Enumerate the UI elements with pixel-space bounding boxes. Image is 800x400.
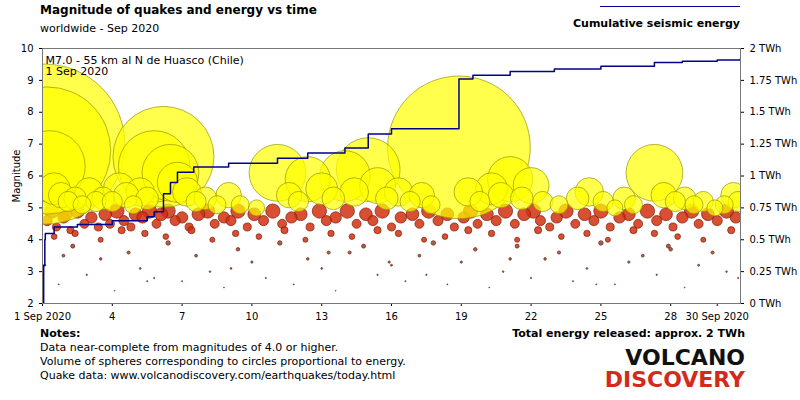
html-text:Cumulative seismic energy: Cumulative seismic energy bbox=[573, 17, 740, 30]
svg-text:1 TWh: 1 TWh bbox=[750, 170, 782, 181]
html-text:Data near-complete from magnit: Data near-complete from magnitudes of 4.… bbox=[40, 341, 339, 354]
svg-text:7: 7 bbox=[179, 311, 185, 322]
svg-text:4: 4 bbox=[27, 234, 33, 245]
svg-text:22: 22 bbox=[525, 311, 538, 322]
svg-text:1.75 TWh: 1.75 TWh bbox=[750, 75, 798, 86]
html-text:Notes:: Notes: bbox=[40, 327, 81, 340]
svg-text:13: 13 bbox=[315, 311, 328, 322]
html-text:Magnitude of quakes and energy: Magnitude of quakes and energy vs time bbox=[40, 3, 317, 17]
svg-text:Magnitude: Magnitude bbox=[11, 150, 22, 203]
svg-text:1.25 TWh: 1.25 TWh bbox=[750, 138, 798, 149]
html-text:Total energy released: approx.: Total energy released: approx. 2 TWh bbox=[512, 327, 745, 340]
svg-text:0.5 TWh: 0.5 TWh bbox=[750, 234, 791, 245]
svg-text:8: 8 bbox=[27, 106, 33, 117]
svg-text:0 TWh: 0 TWh bbox=[750, 298, 782, 309]
svg-text:6: 6 bbox=[27, 170, 33, 181]
svg-text:10: 10 bbox=[246, 311, 259, 322]
svg-text:30 Sep 2020: 30 Sep 2020 bbox=[686, 311, 749, 322]
html-text:Quake data: www.volcanodiscove: Quake data: www.volcanodiscovery.com/ear… bbox=[40, 369, 396, 382]
html-text:VOLCANO: VOLCANO bbox=[625, 345, 745, 370]
html-text:worldwide - Sep 2020: worldwide - Sep 2020 bbox=[40, 22, 160, 35]
svg-text:1 Sep 2020: 1 Sep 2020 bbox=[14, 311, 71, 322]
svg-text:28: 28 bbox=[664, 311, 677, 322]
svg-text:25: 25 bbox=[595, 311, 608, 322]
html-text:Volume of spheres correspondin: Volume of spheres corresponding to circl… bbox=[40, 355, 406, 368]
svg-text:3: 3 bbox=[27, 266, 33, 277]
svg-text:9: 9 bbox=[27, 75, 33, 86]
svg-text:19: 19 bbox=[455, 311, 468, 322]
svg-text:10: 10 bbox=[21, 43, 34, 54]
html-text:DISCOVERY: DISCOVERY bbox=[604, 367, 745, 392]
svg-text:0.25 TWh: 0.25 TWh bbox=[750, 266, 798, 277]
svg-text:0.75 TWh: 0.75 TWh bbox=[750, 202, 798, 213]
svg-text:2: 2 bbox=[27, 298, 33, 309]
svg-text:4: 4 bbox=[109, 311, 115, 322]
svg-text:7: 7 bbox=[27, 138, 33, 149]
svg-text:5: 5 bbox=[27, 202, 33, 213]
svg-text:16: 16 bbox=[385, 311, 398, 322]
svg-text:1.5 TWh: 1.5 TWh bbox=[750, 106, 791, 117]
svg-text:2 TWh: 2 TWh bbox=[750, 43, 782, 54]
svg-text:M7.0 - 55 km al N de Huasco (C: M7.0 - 55 km al N de Huasco (Chile)1 Sep… bbox=[46, 54, 244, 78]
